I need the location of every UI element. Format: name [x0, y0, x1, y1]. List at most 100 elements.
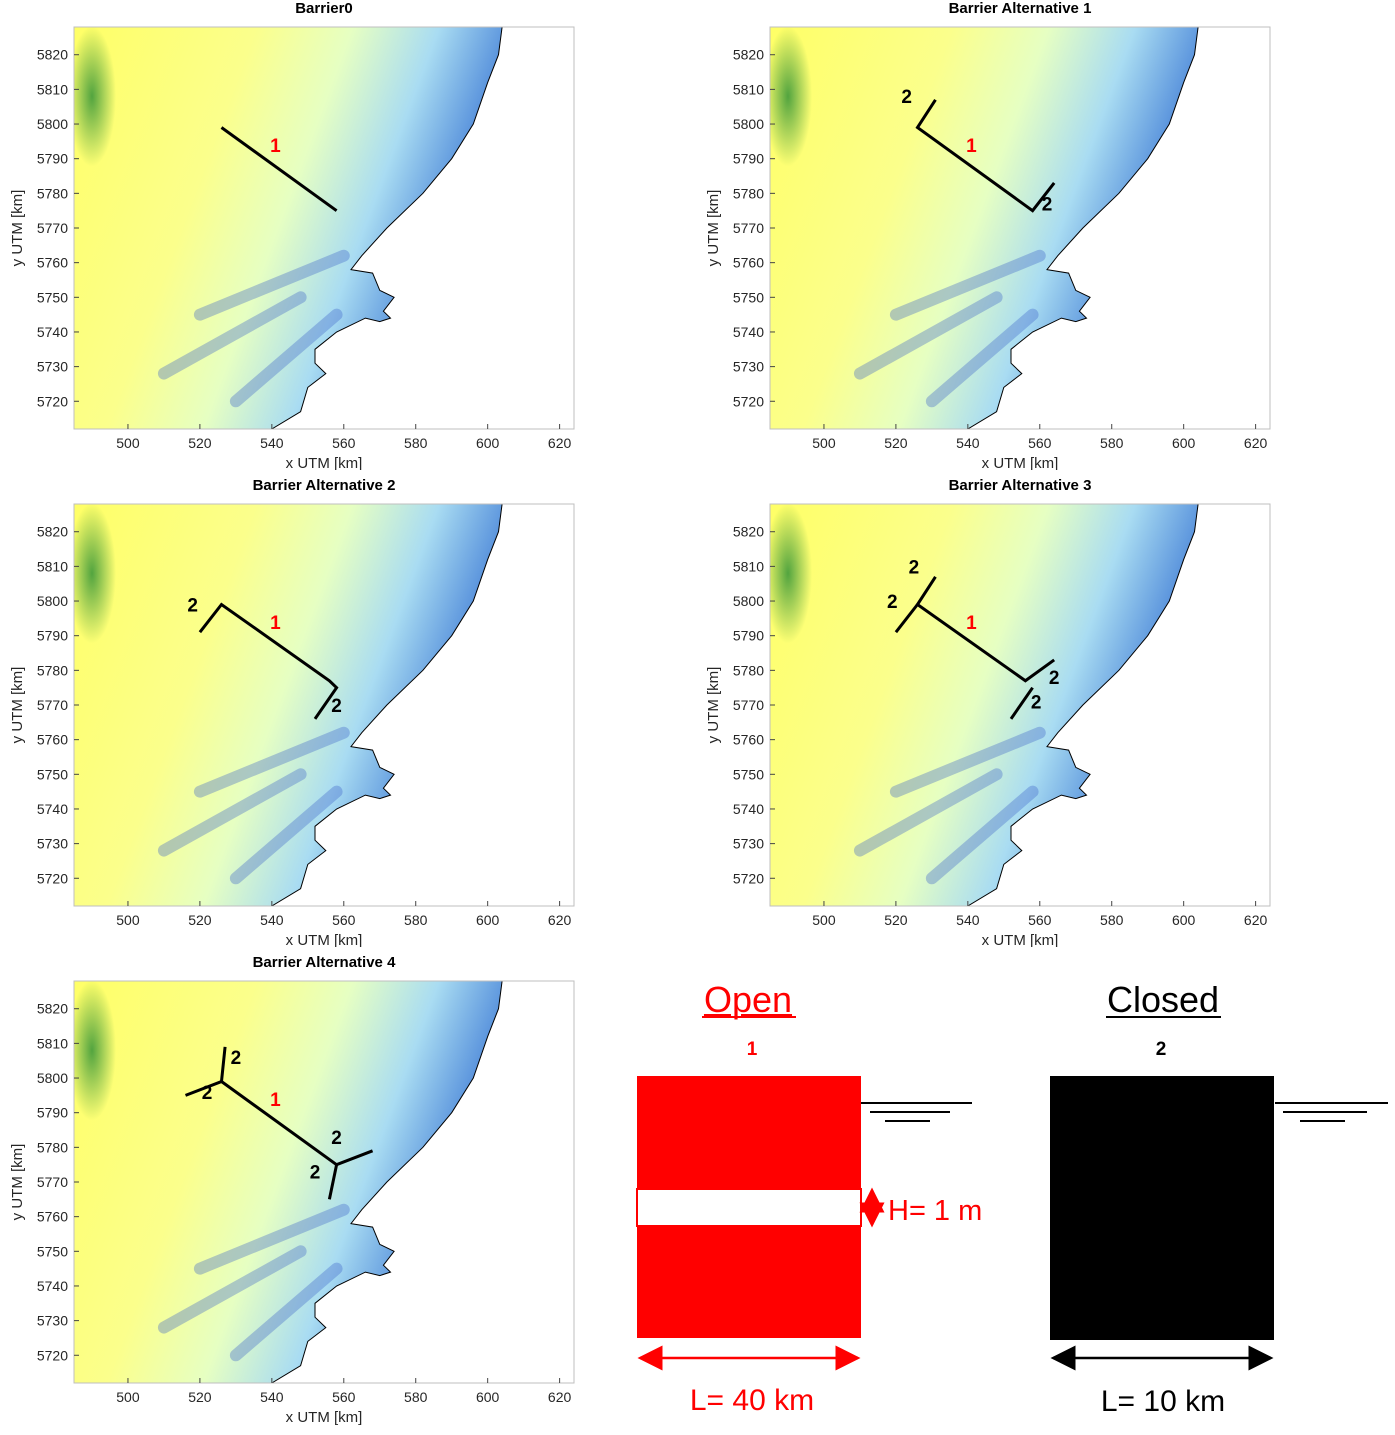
- y-tick-label: 5730: [37, 359, 68, 375]
- x-tick-label: 520: [884, 435, 908, 451]
- open-barrier-label: 1: [270, 1090, 281, 1111]
- open-height-label: H= 1 m: [888, 1195, 982, 1227]
- y-tick-label: 5800: [37, 116, 68, 132]
- y-tick-label: 5760: [733, 255, 764, 271]
- barrier-legend: Open 1 H= 1 m L= 40 km Closed 2 L= 10 km: [600, 954, 1395, 1430]
- x-tick-label: 600: [1172, 435, 1196, 451]
- y-tick-label: 5780: [733, 662, 764, 678]
- y-tick-label: 5740: [37, 324, 68, 340]
- y-tick-label: 5810: [37, 558, 68, 574]
- open-barrier-label: 1: [966, 136, 977, 157]
- x-tick-label: 540: [260, 1389, 284, 1405]
- y-tick-label: 5790: [37, 628, 68, 644]
- y-axis-label: y UTM [km]: [9, 190, 26, 267]
- y-tick-label: 5790: [37, 151, 68, 167]
- map-plot: 500 520 540 560 580 600 620 5820 5810 5800 5790 578…: [0, 954, 600, 1430]
- closed-barrier: [1050, 1076, 1274, 1340]
- panel-title: Barrier Alternative 4: [74, 954, 574, 971]
- open-length-label: L= 40 km: [690, 1384, 814, 1417]
- panel-title: Barrier Alternative 3: [770, 477, 1270, 494]
- open-number: 1: [747, 1039, 758, 1060]
- x-tick-label: 500: [812, 435, 836, 451]
- y-tick-label: 5720: [37, 393, 68, 409]
- x-tick-label: 580: [1100, 912, 1124, 928]
- y-tick-label: 5750: [733, 766, 764, 782]
- y-tick-label: 5770: [37, 697, 68, 713]
- closed-barrier-label: 2: [901, 87, 912, 108]
- x-tick-label: 500: [116, 1389, 140, 1405]
- y-tick-label: 5780: [37, 185, 68, 201]
- y-axis-label: y UTM [km]: [9, 667, 26, 744]
- closed-barrier-label: 2: [909, 557, 920, 578]
- y-tick-label: 5740: [37, 801, 68, 817]
- y-tick-label: 5820: [37, 47, 68, 63]
- x-tick-label: 600: [476, 1389, 500, 1405]
- open-title: Open: [704, 979, 792, 1020]
- y-tick-label: 5790: [37, 1105, 68, 1121]
- y-tick-label: 5810: [37, 1035, 68, 1051]
- open-barrier-gap: [637, 1189, 861, 1226]
- x-tick-label: 560: [1028, 435, 1052, 451]
- x-tick-label: 580: [404, 1389, 428, 1405]
- y-tick-label: 5770: [733, 220, 764, 236]
- x-tick-label: 580: [404, 435, 428, 451]
- map-panel-barrier-alt-3: Barrier Alternative 3 500 520 540 560 580 600…: [696, 477, 1296, 947]
- y-tick-label: 5810: [37, 81, 68, 97]
- y-tick-label: 5770: [37, 220, 68, 236]
- map-plot: 500 520 540 560 580 600 620 5820 5810 5800 5790 578…: [0, 0, 600, 470]
- closed-number: 2: [1156, 1039, 1167, 1060]
- closed-barrier-label: 2: [1031, 692, 1042, 713]
- y-tick-label: 5740: [733, 324, 764, 340]
- y-tick-label: 5760: [37, 255, 68, 271]
- panel-title: Barrier0: [74, 0, 574, 17]
- x-axis-label: x UTM [km]: [286, 932, 363, 947]
- y-tick-label: 5770: [733, 697, 764, 713]
- open-barrier-bottom: [637, 1226, 861, 1338]
- y-tick-label: 5820: [37, 524, 68, 540]
- vegetation-zone: [764, 503, 812, 643]
- closed-barrier-label: 2: [1042, 195, 1053, 216]
- map-plot: 500 520 540 560 580 600 620 5820 5810 5800 5790 578…: [0, 477, 600, 947]
- vegetation-zone: [68, 26, 116, 166]
- panel-title: Barrier Alternative 1: [770, 0, 1270, 17]
- x-tick-label: 520: [188, 912, 212, 928]
- x-tick-label: 600: [476, 435, 500, 451]
- y-tick-label: 5800: [733, 116, 764, 132]
- map-plot: 500 520 540 560 580 600 620 5820 5810 5800 5790 578…: [696, 0, 1296, 470]
- closed-barrier-label: 2: [187, 595, 198, 616]
- x-tick-label: 500: [812, 912, 836, 928]
- y-tick-label: 5730: [37, 836, 68, 852]
- y-tick-label: 5760: [37, 1209, 68, 1225]
- x-axis-label: x UTM [km]: [982, 455, 1059, 470]
- map-panel-barrier-alt-1: Barrier Alternative 1 500 520 540 560 580 600…: [696, 0, 1296, 470]
- closed-barrier-label: 2: [1049, 668, 1060, 689]
- closed-title: Closed: [1107, 979, 1219, 1020]
- y-tick-label: 5790: [733, 151, 764, 167]
- y-tick-label: 5740: [37, 1278, 68, 1294]
- x-tick-label: 620: [1244, 435, 1268, 451]
- y-tick-label: 5750: [37, 766, 68, 782]
- y-tick-label: 5750: [37, 1243, 68, 1259]
- y-axis-label: y UTM [km]: [705, 667, 722, 744]
- y-tick-label: 5730: [37, 1313, 68, 1329]
- y-tick-label: 5820: [37, 1001, 68, 1017]
- x-tick-label: 620: [548, 435, 572, 451]
- closed-barrier-label: 2: [231, 1048, 242, 1069]
- y-tick-label: 5780: [37, 662, 68, 678]
- open-barrier-label: 1: [270, 136, 281, 157]
- map-panel-barrier0: Barrier0 500 520 540 560 580 600 620 5820 5810 58…: [0, 0, 600, 470]
- y-tick-label: 5780: [37, 1139, 68, 1155]
- x-tick-label: 580: [1100, 435, 1124, 451]
- y-tick-label: 5720: [37, 870, 68, 886]
- vegetation-zone: [764, 26, 812, 166]
- y-tick-label: 5720: [733, 870, 764, 886]
- map-panel-barrier-alt-4: Barrier Alternative 4 500 520 540 560 580 600…: [0, 954, 600, 1430]
- closed-barrier-label: 2: [887, 592, 898, 613]
- x-tick-label: 560: [332, 1389, 356, 1405]
- x-tick-label: 620: [1244, 912, 1268, 928]
- open-barrier-label: 1: [966, 613, 977, 634]
- closed-barrier-label: 2: [202, 1083, 213, 1104]
- y-tick-label: 5720: [37, 1347, 68, 1363]
- y-tick-label: 5770: [37, 1174, 68, 1190]
- x-tick-label: 600: [476, 912, 500, 928]
